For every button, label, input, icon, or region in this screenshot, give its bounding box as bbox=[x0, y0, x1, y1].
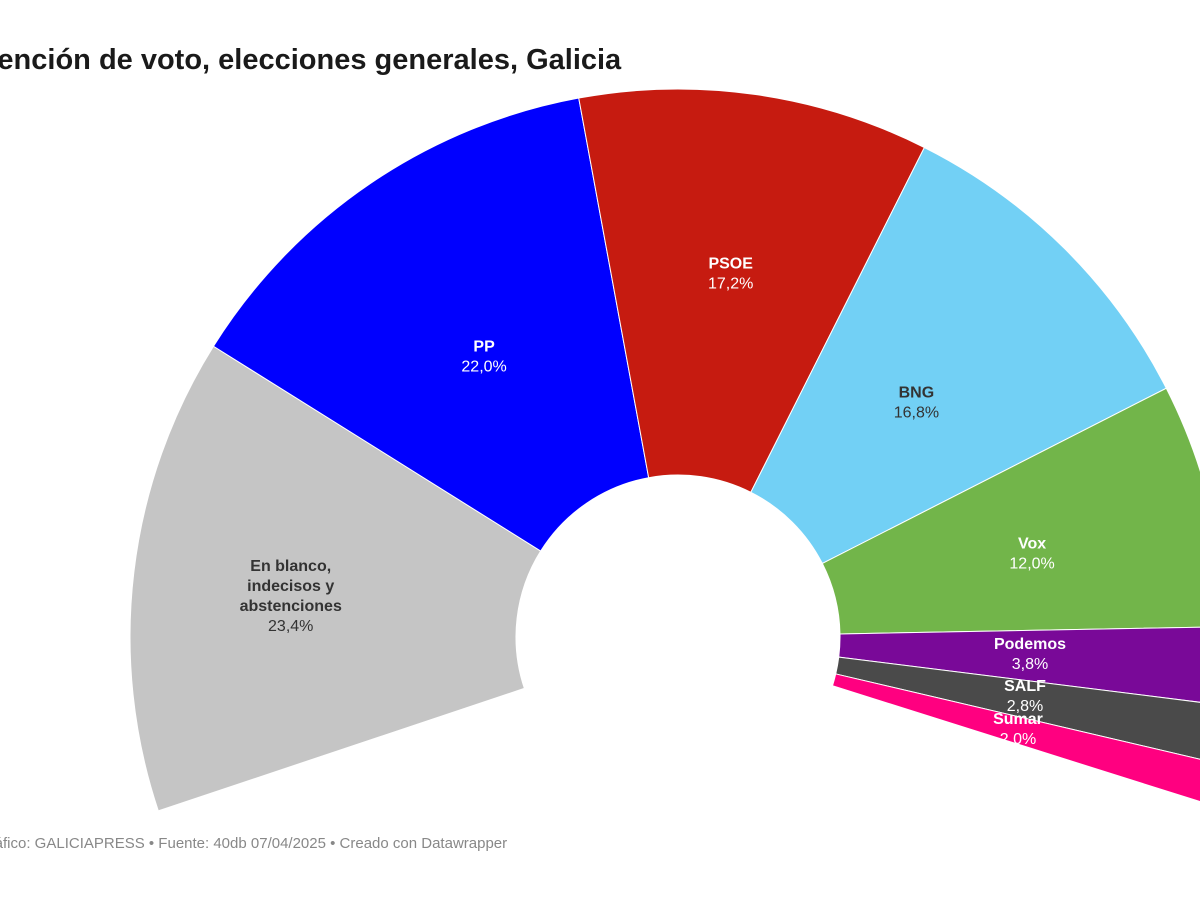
slice-value: 3,8% bbox=[1012, 656, 1048, 673]
slice-label-psoe: PSOE 17,2% bbox=[708, 256, 753, 293]
slice-name: indecisos y bbox=[247, 578, 334, 595]
slice-name: BNG bbox=[899, 384, 935, 401]
chart-footer: Gráfico: GALICIAPRESS • Fuente: 40db 07/… bbox=[0, 835, 508, 852]
slice-value: 17,2% bbox=[708, 276, 753, 293]
slice-sumar bbox=[831, 673, 1200, 803]
slice-name: PSOE bbox=[708, 256, 753, 273]
slice-label-podemos: Podemos 3,8% bbox=[994, 636, 1066, 673]
slice-name: SALF bbox=[1004, 678, 1046, 695]
slice-label-en-blanco-indecisos-y-abstenciones: En blanco, indecisos y abstenciones 23,4% bbox=[240, 558, 342, 635]
slice-name: abstenciones bbox=[240, 598, 342, 615]
slice-label-salf: SALF 2,8% bbox=[1004, 678, 1046, 715]
chart-labels: En blanco, indecisos y abstenciones 23,4% PP… bbox=[240, 256, 1067, 748]
slice-pp bbox=[212, 97, 650, 552]
slice-label-pp: PP 22,0% bbox=[461, 339, 506, 376]
slice-label-vox: Vox 12,0% bbox=[1009, 535, 1054, 572]
slice-value: 23,4% bbox=[268, 618, 313, 635]
slice-name: Vox bbox=[1018, 535, 1046, 552]
slice-name: Podemos bbox=[994, 636, 1066, 653]
slice-en-blanco-indecisos-y-abstenciones bbox=[129, 345, 542, 812]
chart-slices bbox=[129, 88, 1200, 812]
slice-psoe bbox=[578, 88, 926, 493]
slice-value: 2,0% bbox=[1000, 731, 1036, 748]
slice-label-sumar: Sumar 2,0% bbox=[993, 711, 1043, 748]
slice-name: Sumar bbox=[993, 711, 1043, 728]
slice-value: 2,8% bbox=[1007, 698, 1043, 715]
slice-value: 16,8% bbox=[894, 404, 939, 421]
slice-value: 22,0% bbox=[461, 359, 506, 376]
slice-name: PP bbox=[473, 339, 495, 356]
slice-value: 12,0% bbox=[1009, 555, 1054, 572]
slice-vox bbox=[821, 387, 1200, 635]
slice-name: En blanco, bbox=[250, 558, 331, 575]
chart-title: Intención de voto, elecciones generales,… bbox=[0, 44, 622, 76]
slice-label-bng: BNG 16,8% bbox=[894, 384, 939, 421]
slice-bng bbox=[750, 146, 1167, 565]
